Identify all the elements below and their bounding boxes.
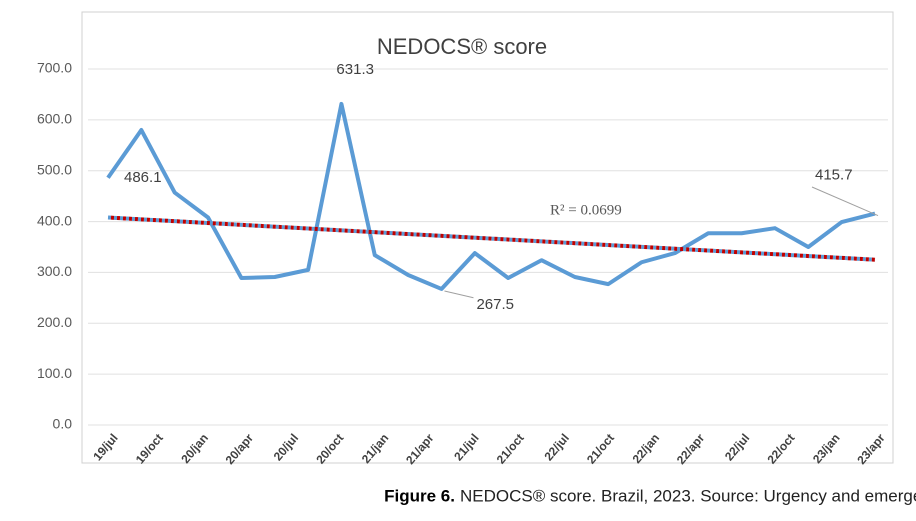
data-label: 631.3 bbox=[336, 61, 374, 78]
data-line bbox=[106, 101, 876, 291]
annotation-leader bbox=[444, 290, 474, 299]
data-label: 486.1 bbox=[124, 169, 162, 186]
chart-title: NEDOCS® score bbox=[377, 34, 547, 59]
y-tick-label: 200.0 bbox=[37, 314, 72, 330]
trend-line bbox=[107, 215, 876, 262]
data-label: 415.7 bbox=[815, 167, 853, 184]
y-tick-label: 0.0 bbox=[53, 416, 73, 432]
r2-label: R² = 0.0699 bbox=[550, 202, 622, 218]
y-tick-label: 300.0 bbox=[37, 263, 72, 279]
data-label: 267.5 bbox=[476, 296, 514, 313]
caption-label: Figure 6. bbox=[384, 486, 455, 505]
caption: NEDOCS® score. Brazil, 2023. Source: Urg… bbox=[460, 486, 916, 505]
annotation-leader bbox=[811, 186, 879, 217]
y-tick-label: 100.0 bbox=[37, 365, 72, 381]
y-tick-label: 500.0 bbox=[37, 161, 72, 177]
trend-line bbox=[107, 215, 876, 262]
y-tick-label: 400.0 bbox=[37, 212, 72, 228]
y-tick-label: 600.0 bbox=[37, 111, 72, 127]
y-tick-label: 700.0 bbox=[37, 60, 72, 76]
